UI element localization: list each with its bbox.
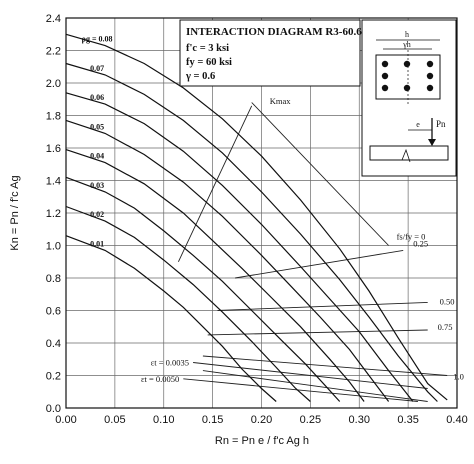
rho-curve-label: 0.06	[90, 93, 104, 102]
strain-line	[183, 378, 418, 402]
y-tick-label: 1.4	[46, 176, 61, 188]
rho-curve-label: 0.05	[90, 122, 104, 131]
fs-ratio-line	[251, 102, 389, 246]
strain-label: εt = 0.0035	[151, 358, 189, 368]
strain-line	[193, 362, 428, 389]
rho-curve	[65, 149, 365, 402]
rho-curve-label: 0.01	[90, 239, 104, 248]
strain-label: εt = 0.0050	[141, 374, 179, 384]
rho-curve	[65, 235, 277, 402]
kmax-line	[177, 105, 253, 262]
param-fc: f'c = 3 ksi	[186, 43, 229, 54]
x-tick-label: 0.30	[349, 414, 370, 426]
y-tick-label: 1.2	[46, 208, 61, 220]
fs-ratio-line	[217, 301, 428, 311]
inset-label-gh: γh	[402, 40, 411, 49]
y-tick-label: 0.4	[46, 338, 61, 350]
data-curves	[65, 33, 448, 402]
x-tick-label: 0.25	[300, 414, 321, 426]
rho-curve	[65, 176, 341, 402]
plot-frame	[65, 17, 458, 409]
rho-curve-label: ρg = 0.08	[82, 35, 113, 44]
rebar-dots	[381, 60, 434, 92]
section-inset: h γh e Pn	[361, 19, 457, 177]
param-fy: fy = 60 ksi	[186, 57, 232, 68]
fs-ratio-label: 0.50	[440, 296, 455, 306]
y-tick-label: 1.6	[46, 143, 61, 155]
rho-curve	[65, 119, 390, 402]
rho-curve	[65, 92, 414, 402]
y-tick-label: 2.4	[46, 13, 61, 25]
fs-ratio-label: 0.75	[438, 322, 453, 332]
inset-label-h: h	[405, 30, 409, 39]
y-tick-label: 0.6	[46, 306, 61, 318]
param-gamma: γ = 0.6	[185, 71, 215, 82]
y-tick-labels: 0.0 0.2 0.4 0.6 0.8 1.0 1.2 1.4 1.6 1.8 2.0 2.2 2.4	[46, 13, 61, 415]
x-tick-label: 0.40	[446, 414, 467, 426]
rho-curve	[65, 205, 311, 402]
y-axis-label: Kn = Pn / f'c Ag	[9, 175, 21, 250]
inset-label-e: e	[416, 120, 420, 129]
y-tick-label: 0.0	[46, 403, 61, 415]
fs-ratio-line	[202, 370, 428, 402]
chart-title: INTERACTION DIAGRAM R3-60.6	[186, 26, 362, 38]
rho-curve	[65, 62, 438, 402]
x-tick-label: 0.05	[104, 414, 125, 426]
radial-lines	[177, 102, 448, 402]
fs-ratio-label: 1.0	[453, 372, 464, 382]
title-box	[179, 19, 361, 87]
x-tick-labels: 0.00 0.05 0.10 0.15 0.20 0.25 0.30 0.35 0.40	[55, 414, 467, 426]
fs-ratio-line	[235, 249, 404, 279]
y-tick-label: 0.8	[46, 273, 61, 285]
rho-curve-label: 0.07	[90, 64, 104, 73]
rho-curve-label: 0.04	[90, 152, 104, 161]
y-tick-label: 2.2	[46, 46, 61, 58]
y-tick-label: 1.0	[46, 241, 61, 253]
inset-label-pn: Pn	[436, 119, 446, 129]
fs-ratio-label: 0.25	[413, 238, 428, 248]
rho-curve-label: 0.02	[90, 210, 104, 219]
fs-ratio-label: fs/fy = 0	[397, 232, 426, 242]
curve-labels: ρg = 0.08 0.07 0.06 0.05 0.04 0.03 0.02 0.01 fs/…	[82, 35, 464, 384]
x-tick-label: 0.20	[251, 414, 272, 426]
y-tick-label: 0.2	[46, 371, 61, 383]
rho-curve	[65, 33, 448, 401]
y-tick-label: 2.0	[46, 78, 61, 90]
y-tick-label: 1.8	[46, 111, 61, 123]
fs-ratio-line	[202, 355, 448, 376]
x-tick-label: 0.10	[153, 414, 174, 426]
x-tick-label: 0.35	[397, 414, 418, 426]
kmax-label: Kmax	[270, 96, 292, 106]
x-axis-label: Rn = Pn e / f'c Ag h	[215, 435, 309, 447]
rho-curve-label: 0.03	[90, 181, 104, 190]
x-tick-label: 0.15	[202, 414, 223, 426]
x-tick-label: 0.00	[55, 414, 76, 426]
